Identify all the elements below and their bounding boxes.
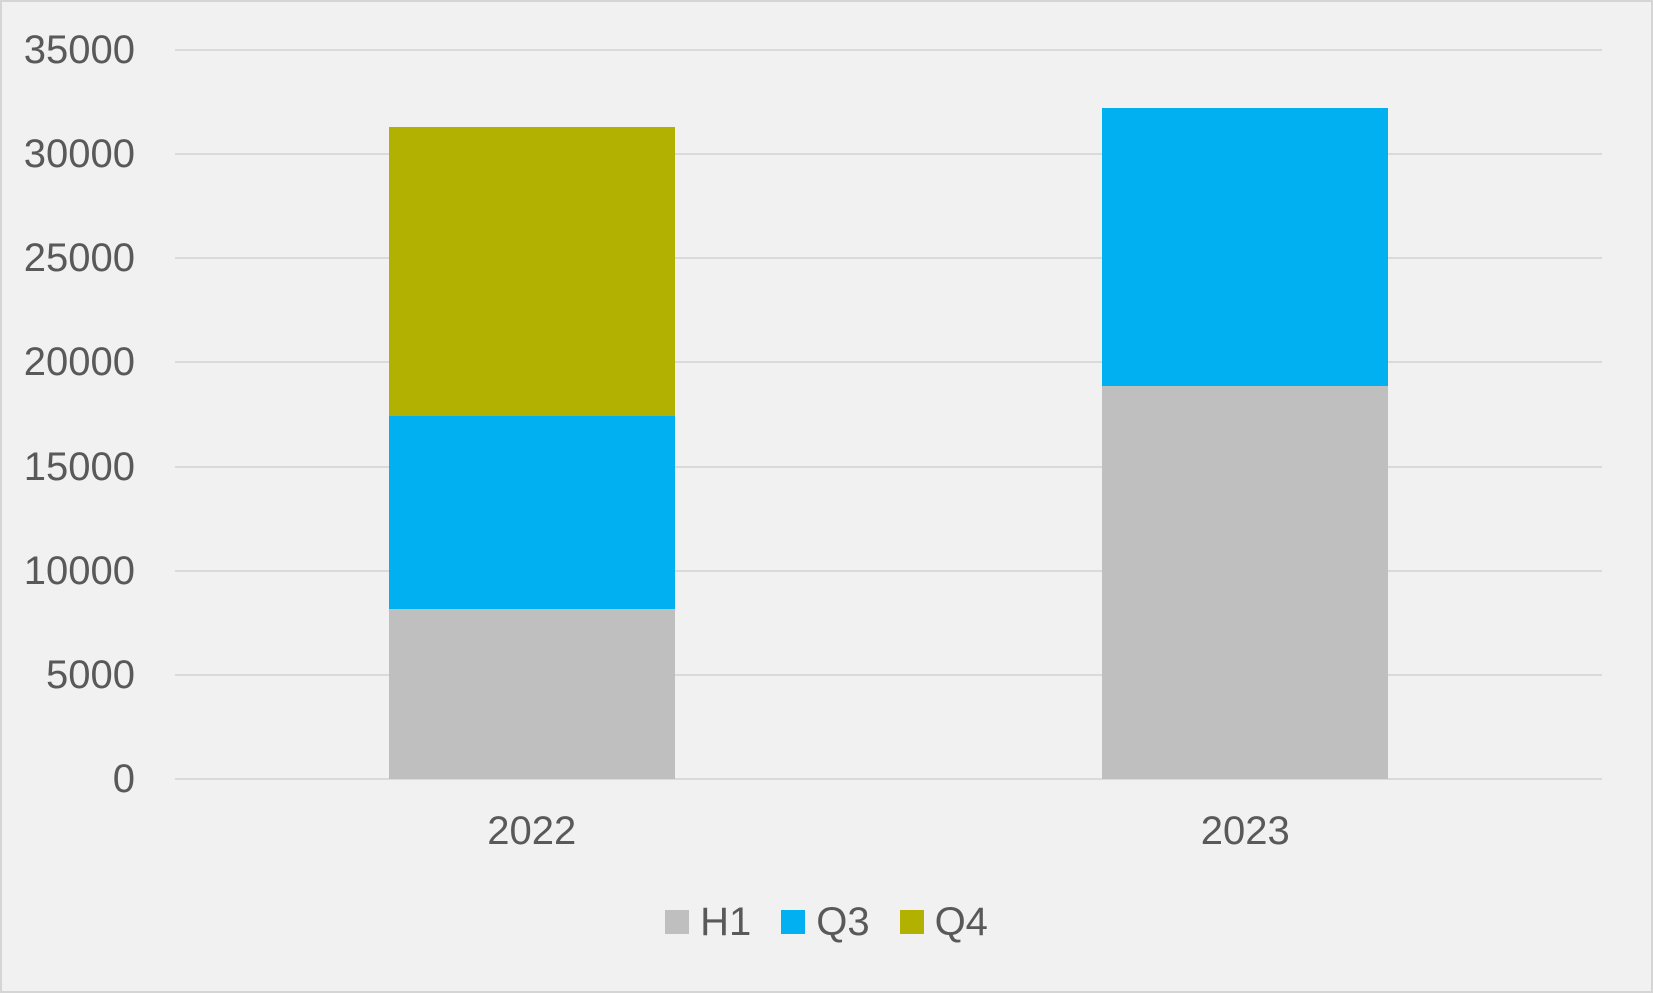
legend-item-q3: Q3 — [781, 900, 870, 944]
legend-item-h1: H1 — [665, 901, 751, 943]
bar-segment-h1-2022 — [388, 608, 675, 779]
x-axis-category-label: 2023 — [1200, 809, 1290, 853]
gridline — [175, 465, 1602, 468]
legend-label: H1 — [700, 900, 752, 944]
bar-segment-q3-2022 — [388, 415, 675, 609]
legend-label: Q3 — [816, 900, 870, 944]
y-axis-tick-label: 15000 — [23, 444, 135, 489]
y-axis-tick-label: 0 — [112, 757, 135, 801]
gridline — [175, 257, 1602, 260]
legend-item-q4: Q4 — [899, 900, 988, 944]
x-axis-category-label: 2022 — [487, 809, 577, 853]
legend: H1 Q3 Q4 — [2, 901, 1651, 943]
gridline — [175, 153, 1602, 156]
bar-segment-q4-2022 — [388, 126, 675, 416]
y-axis-tick-label: 30000 — [23, 132, 135, 177]
y-axis-tick-label: 5000 — [46, 652, 135, 697]
legend-swatch-q4 — [899, 910, 924, 934]
y-axis-tick-label: 25000 — [23, 236, 135, 281]
y-axis-tick-label: 35000 — [23, 28, 135, 72]
bar-segment-q3-2023 — [1102, 107, 1389, 386]
legend-label: Q4 — [934, 900, 988, 944]
legend-swatch-q3 — [781, 910, 806, 934]
gridline — [175, 49, 1602, 51]
legend-swatch-h1 — [665, 910, 690, 934]
bar-segment-h1-2023 — [1102, 385, 1389, 779]
gridline — [175, 569, 1602, 572]
gridline — [175, 778, 1602, 780]
gridline — [175, 361, 1602, 364]
gridline — [175, 673, 1602, 676]
y-axis-tick-label: 10000 — [23, 548, 135, 593]
y-axis-tick-label: 20000 — [23, 340, 135, 385]
